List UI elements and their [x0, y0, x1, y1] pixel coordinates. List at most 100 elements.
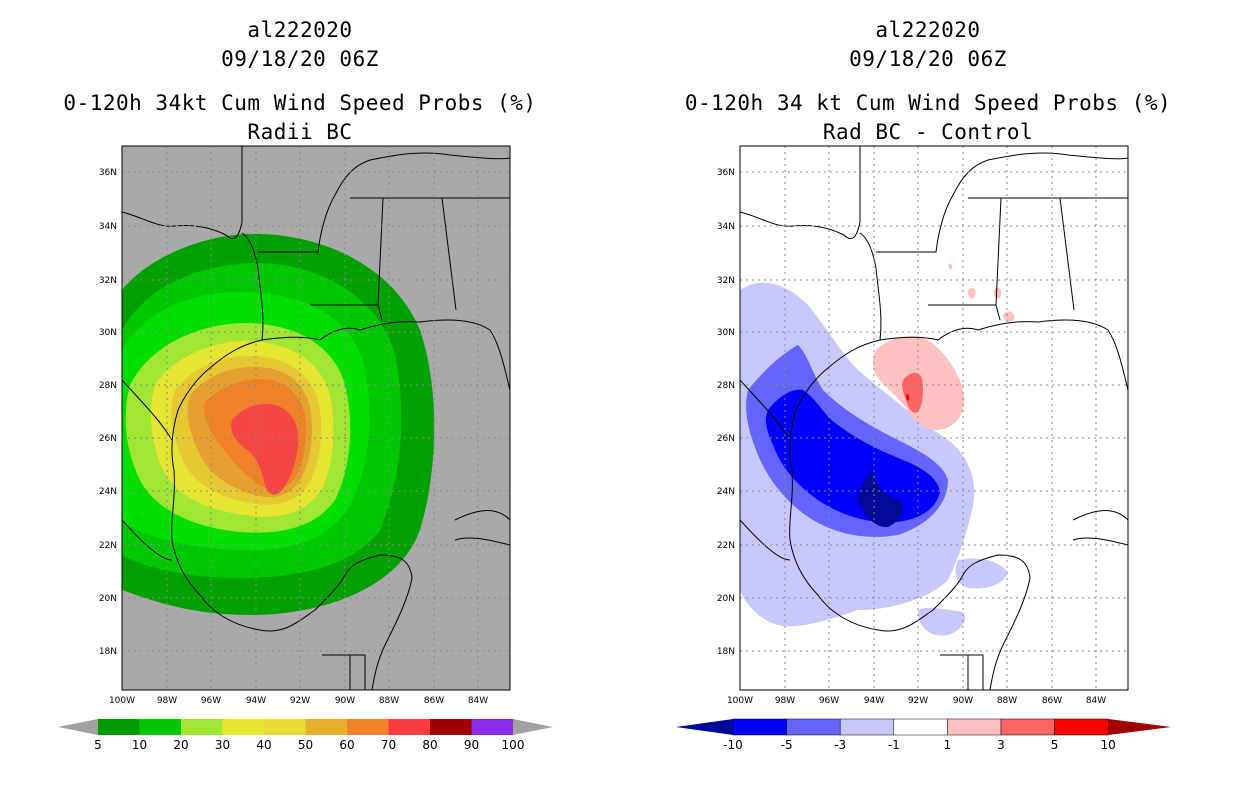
lon-label: 86W	[424, 696, 444, 706]
colorbar: 5 10 20 30 40 50 60 70 80 90 100	[58, 719, 553, 752]
coastlines-borders	[740, 146, 1128, 690]
lon-label: 100W	[109, 696, 135, 706]
lon-label: 96W	[201, 696, 221, 706]
colorbar-label: 20	[173, 738, 188, 752]
lat-label: 30N	[717, 328, 735, 338]
colorbar-swatch	[947, 718, 1002, 736]
colorbar-swatch	[430, 719, 472, 735]
lon-label: 90W	[335, 696, 355, 706]
colorbar-swatch	[786, 718, 841, 736]
lon-label: 92W	[908, 696, 928, 706]
lon-label: 100W	[727, 696, 753, 706]
lat-label: 20N	[717, 594, 735, 604]
lat-label: 32N	[99, 276, 117, 286]
lat-label: 18N	[99, 647, 117, 657]
lat-label: 24N	[99, 487, 117, 497]
map-subtitle: Radii BC	[247, 120, 353, 144]
colorbar-swatch	[471, 719, 513, 735]
lat-label: 26N	[717, 434, 735, 444]
map-frame	[739, 145, 1129, 691]
colorbar-label: 30	[215, 738, 230, 752]
colorbar-over-arrow	[1108, 719, 1171, 735]
probability-contours	[122, 233, 435, 615]
lat-label: 34N	[99, 222, 117, 232]
colorbar-label: 70	[381, 738, 396, 752]
lat-ticks: 36N 34N 32N 30N 28N 26N 24N 22N 20N 18N	[717, 168, 735, 657]
colorbar-label: 3	[997, 738, 1005, 752]
colorbar-label: -1	[888, 738, 900, 752]
colorbar-swatch	[893, 718, 948, 736]
colorbar-label: -5	[781, 738, 793, 752]
colorbar-label: -3	[834, 738, 846, 752]
colorbar-swatch	[139, 719, 181, 735]
lon-label: 90W	[953, 696, 973, 706]
map-frame	[121, 145, 511, 691]
lat-label: 26N	[99, 434, 117, 444]
colorbar-under-arrow	[676, 719, 733, 735]
lat-label: 36N	[99, 168, 117, 178]
lon-label: 84W	[468, 696, 488, 706]
lon-label: 88W	[379, 696, 399, 706]
lat-label: 20N	[99, 594, 117, 604]
lon-label: 96W	[819, 696, 839, 706]
grid-lines	[122, 146, 510, 690]
storm-id: al222020	[875, 18, 981, 42]
lon-label: 86W	[1042, 696, 1062, 706]
colorbar-swatch	[264, 719, 306, 735]
grid-lines	[740, 146, 1128, 690]
colorbar-label: 5	[94, 738, 102, 752]
lat-label: 34N	[717, 222, 735, 232]
lat-label: 28N	[99, 381, 117, 391]
colorbar-swatch	[388, 719, 430, 735]
lat-label: 24N	[717, 487, 735, 497]
colorbar-label: 80	[422, 738, 437, 752]
colorbar-over-arrow	[513, 719, 553, 735]
coastlines-borders	[122, 146, 510, 690]
lon-ticks: 100W 98W 96W 94W 92W 90W 88W 86W 84W	[727, 696, 1106, 706]
map-title: 0-120h 34kt Cum Wind Speed Probs (%)	[63, 91, 537, 115]
colorbar-label: 100	[502, 738, 525, 752]
lon-label: 92W	[290, 696, 310, 706]
storm-id: al222020	[247, 18, 353, 42]
map-subtitle: Rad BC - Control	[822, 120, 1034, 144]
right-panel: al222020 09/18/20 06Z 0-120h 34 kt Cum W…	[618, 0, 1236, 800]
colorbar-swatch	[1054, 718, 1109, 736]
colorbar-label: 50	[298, 738, 313, 752]
lon-ticks: 100W 98W 96W 94W 92W 90W 88W 86W 84W	[109, 696, 488, 706]
lat-label: 28N	[717, 381, 735, 391]
colorbar-label: 5	[1051, 738, 1059, 752]
colorbar: -10 -5 -3 -1 1 3 5 10	[676, 718, 1171, 752]
colorbar-swatch	[1000, 718, 1055, 736]
lon-label: 94W	[864, 696, 884, 706]
lon-label: 88W	[997, 696, 1017, 706]
colorbar-swatch	[732, 718, 787, 736]
lat-label: 22N	[717, 541, 735, 551]
colorbar-label: 90	[464, 738, 479, 752]
lat-label: 22N	[99, 541, 117, 551]
colorbar-swatch	[347, 719, 389, 735]
colorbar-swatch	[181, 719, 223, 735]
lat-label: 36N	[717, 168, 735, 178]
probability-map: 36N 34N 32N 30N 28N 26N 24N 22N 20N 18N …	[58, 145, 553, 752]
left-panel: al222020 09/18/20 06Z 0-120h 34kt Cum Wi…	[58, 18, 553, 752]
lon-label: 98W	[157, 696, 177, 706]
lat-label: 32N	[717, 276, 735, 286]
colorbar-swatch	[305, 719, 347, 735]
colorbar-swatch	[839, 718, 895, 736]
map-title: 0-120h 34 kt Cum Wind Speed Probs (%)	[684, 91, 1172, 115]
lon-label: 94W	[246, 696, 266, 706]
datetime: 09/18/20 06Z	[221, 47, 379, 71]
colorbar-under-arrow	[58, 719, 98, 735]
difference-contours	[740, 264, 1015, 636]
lat-label: 18N	[717, 647, 735, 657]
difference-map: 36N 34N 32N 30N 28N 26N 24N 22N 20N 18N …	[676, 145, 1171, 752]
colorbar-swatch	[222, 719, 264, 735]
colorbar-label: 60	[339, 738, 354, 752]
lon-label: 98W	[775, 696, 795, 706]
lon-label: 84W	[1086, 696, 1106, 706]
lat-ticks: 36N 34N 32N 30N 28N 26N 24N 22N 20N 18N	[99, 168, 117, 657]
colorbar-label: 10	[132, 738, 147, 752]
datetime: 09/18/20 06Z	[849, 47, 1007, 71]
colorbar-label: 1	[944, 738, 952, 752]
colorbar-label: -10	[723, 738, 743, 752]
